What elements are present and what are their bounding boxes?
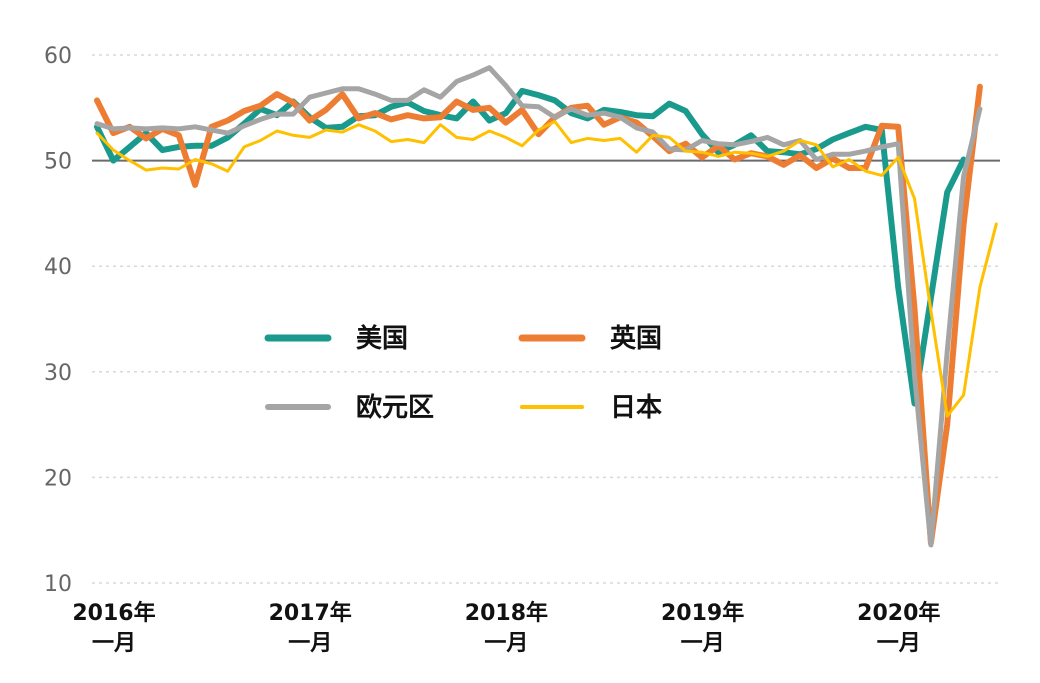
x-tick-year: 2020年	[857, 600, 940, 626]
y-axis-ticks: 10 20 30 40 50 60	[44, 44, 72, 597]
legend-label: 欧元区	[356, 392, 434, 423]
y-tick-label: 60	[44, 44, 72, 69]
y-tick-label: 40	[44, 255, 72, 280]
legend-item: 英国	[518, 324, 662, 354]
legend-label: 美国	[356, 323, 408, 354]
x-tick-year: 2019年	[661, 600, 744, 626]
series-line-2	[94, 65, 983, 548]
x-tick-month: 一月	[877, 631, 921, 656]
legend-item: 美国	[264, 323, 408, 354]
y-tick-label: 20	[44, 466, 72, 491]
series-line-3	[95, 120, 998, 418]
x-tick-month: 一月	[681, 631, 725, 656]
x-tick-year: 2017年	[269, 600, 352, 626]
legend-item: 日本	[520, 393, 662, 423]
x-tick-year: 2016年	[72, 600, 155, 626]
series-lines	[94, 65, 998, 548]
x-tick-month: 一月	[92, 631, 136, 656]
x-tick-month: 一月	[288, 631, 332, 656]
y-tick-label: 50	[44, 150, 72, 175]
series-line-1	[94, 83, 983, 546]
x-tick-year: 2018年	[465, 600, 548, 626]
y-tick-label: 30	[44, 361, 72, 386]
legend-label: 日本	[610, 393, 662, 423]
legend-item: 欧元区	[265, 392, 434, 423]
y-tick-label: 10	[44, 572, 72, 597]
legend-label: 英国	[610, 324, 662, 354]
x-tick-month: 一月	[484, 631, 528, 656]
